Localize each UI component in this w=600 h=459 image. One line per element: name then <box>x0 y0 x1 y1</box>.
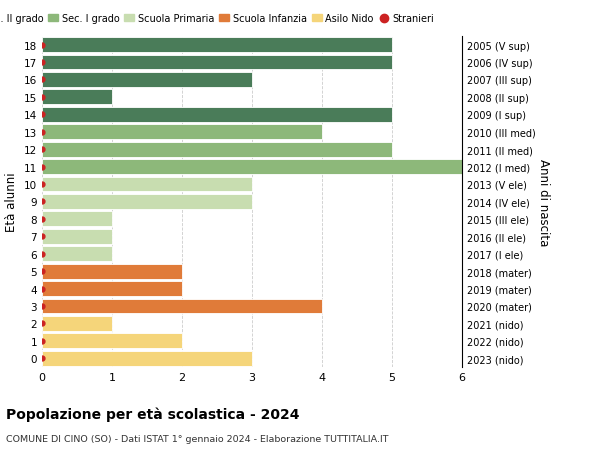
Bar <box>42 125 322 140</box>
Bar <box>42 230 112 244</box>
Bar <box>42 142 392 157</box>
Legend: Sec. II grado, Sec. I grado, Scuola Primaria, Scuola Infanzia, Asilo Nido, Stran: Sec. II grado, Sec. I grado, Scuola Prim… <box>0 10 438 28</box>
Bar <box>42 299 322 313</box>
Bar <box>42 195 252 209</box>
Bar <box>42 351 252 366</box>
Y-axis label: Età alunni: Età alunni <box>5 172 19 232</box>
Bar <box>42 334 182 348</box>
Bar <box>42 281 182 297</box>
Bar <box>42 212 112 227</box>
Bar <box>42 56 392 70</box>
Bar <box>42 160 497 174</box>
Bar <box>42 264 182 279</box>
Y-axis label: Anni di nascita: Anni di nascita <box>536 158 550 246</box>
Bar <box>42 247 112 262</box>
Bar <box>42 73 252 88</box>
Bar <box>42 107 392 123</box>
Text: Popolazione per età scolastica - 2024: Popolazione per età scolastica - 2024 <box>6 406 299 421</box>
Bar <box>42 38 392 53</box>
Bar <box>42 316 112 331</box>
Bar <box>42 90 112 105</box>
Text: COMUNE DI CINO (SO) - Dati ISTAT 1° gennaio 2024 - Elaborazione TUTTITALIA.IT: COMUNE DI CINO (SO) - Dati ISTAT 1° genn… <box>6 434 389 443</box>
Bar <box>42 177 252 192</box>
